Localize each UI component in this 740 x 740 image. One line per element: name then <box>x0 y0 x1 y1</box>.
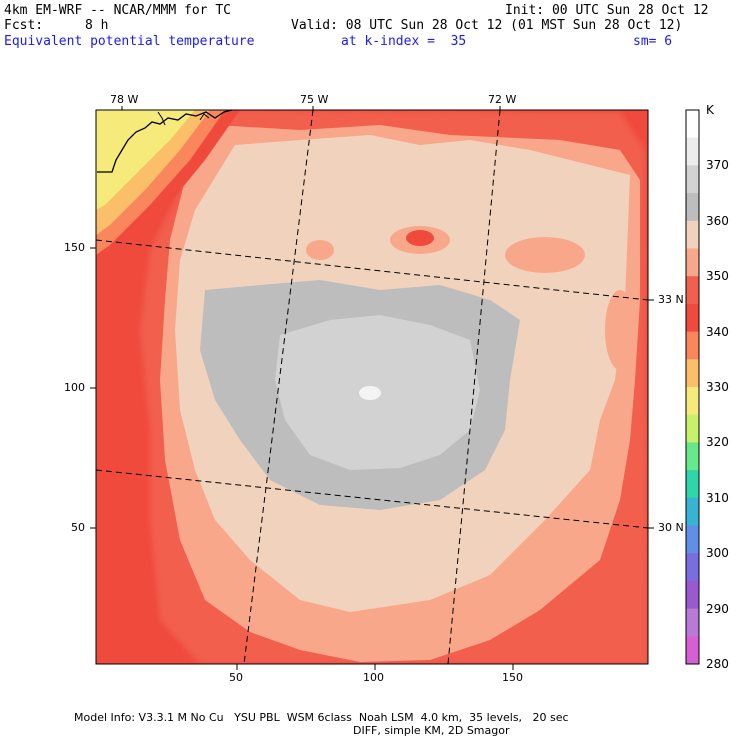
colorbar-label: 280 <box>706 657 729 671</box>
lon-label-78w: 78 W <box>110 93 139 106</box>
colorbar-label: 300 <box>706 546 729 561</box>
forecast-hour: 8 h <box>85 18 109 33</box>
colorbar-swatch <box>686 359 699 388</box>
theta-e-field <box>96 110 648 664</box>
model-info-line2: DIFF, simple KM, 2D Smagor <box>353 724 510 737</box>
colorbar-swatch <box>686 137 699 166</box>
colorbar-swatch <box>686 165 699 194</box>
colorbar-swatch <box>686 580 699 610</box>
init-time: Init: 00 UTC Sun 28 Oct 12 <box>505 3 709 18</box>
colorbar-label: 310 <box>706 490 729 505</box>
graticule <box>95 109 649 665</box>
colorbar-swatch <box>686 470 699 499</box>
colorbar-swatch <box>686 331 699 360</box>
field-name: Equivalent potential temperature <box>4 34 255 49</box>
colorbar-swatch <box>686 248 699 277</box>
lat-label-33n: 33 N <box>658 293 684 306</box>
colorbar-swatch <box>686 193 699 222</box>
x-tick-50: 50 <box>229 671 243 684</box>
colorbar-label: 350 <box>706 269 729 284</box>
model-info: Model Info: V3.3.1 M No Cu YSU PBL WSM 6… <box>74 711 569 724</box>
colorbar-swatch <box>686 525 699 554</box>
colorbar-swatch <box>686 276 699 305</box>
colorbar-label: 330 <box>706 380 729 394</box>
colorbar-swatch <box>686 303 699 333</box>
y-tick-50: 50 <box>71 521 85 534</box>
forecast-label: Fcst: <box>4 18 44 33</box>
colorbar-label: 290 <box>706 601 729 616</box>
colorbar-swatch <box>686 442 699 471</box>
colorbar-swatch <box>686 414 699 443</box>
colorbar-label: 370 <box>706 158 729 173</box>
x-tick-100: 100 <box>363 671 384 684</box>
colorbar-swatch <box>686 636 699 665</box>
colorbar-swatch <box>686 220 699 249</box>
model-title: 4km EM-WRF -- NCAR/MMM for TC <box>4 3 231 18</box>
coastline <box>97 109 233 173</box>
colorbar-swatch <box>686 553 699 582</box>
colorbar-swatch <box>686 497 699 526</box>
plot-frame <box>95 109 649 665</box>
smoothing: sm= 6 <box>633 34 673 49</box>
lon-label-75w: 75 W <box>300 93 329 106</box>
y-tick-100: 100 <box>64 381 85 394</box>
colorbar-label: 320 <box>706 435 729 450</box>
colorbar-label: 360 <box>706 213 729 228</box>
valid-time: Valid: 08 UTC Sun 28 Oct 12 (01 MST Sun … <box>291 18 683 33</box>
colorbar-swatch <box>686 608 699 637</box>
colorbar <box>685 109 700 665</box>
colorbar-swatch <box>686 387 699 416</box>
x-tick-150: 150 <box>502 671 523 684</box>
y-tick-150: 150 <box>64 241 85 254</box>
colorbar-label: 340 <box>706 324 729 339</box>
colorbar-unit: K <box>706 103 714 117</box>
level-index: at k-index = 35 <box>341 34 467 49</box>
lon-label-72w: 72 W <box>488 93 517 106</box>
lat-label-30n: 30 N <box>658 521 684 534</box>
colorbar-swatch <box>686 110 699 139</box>
